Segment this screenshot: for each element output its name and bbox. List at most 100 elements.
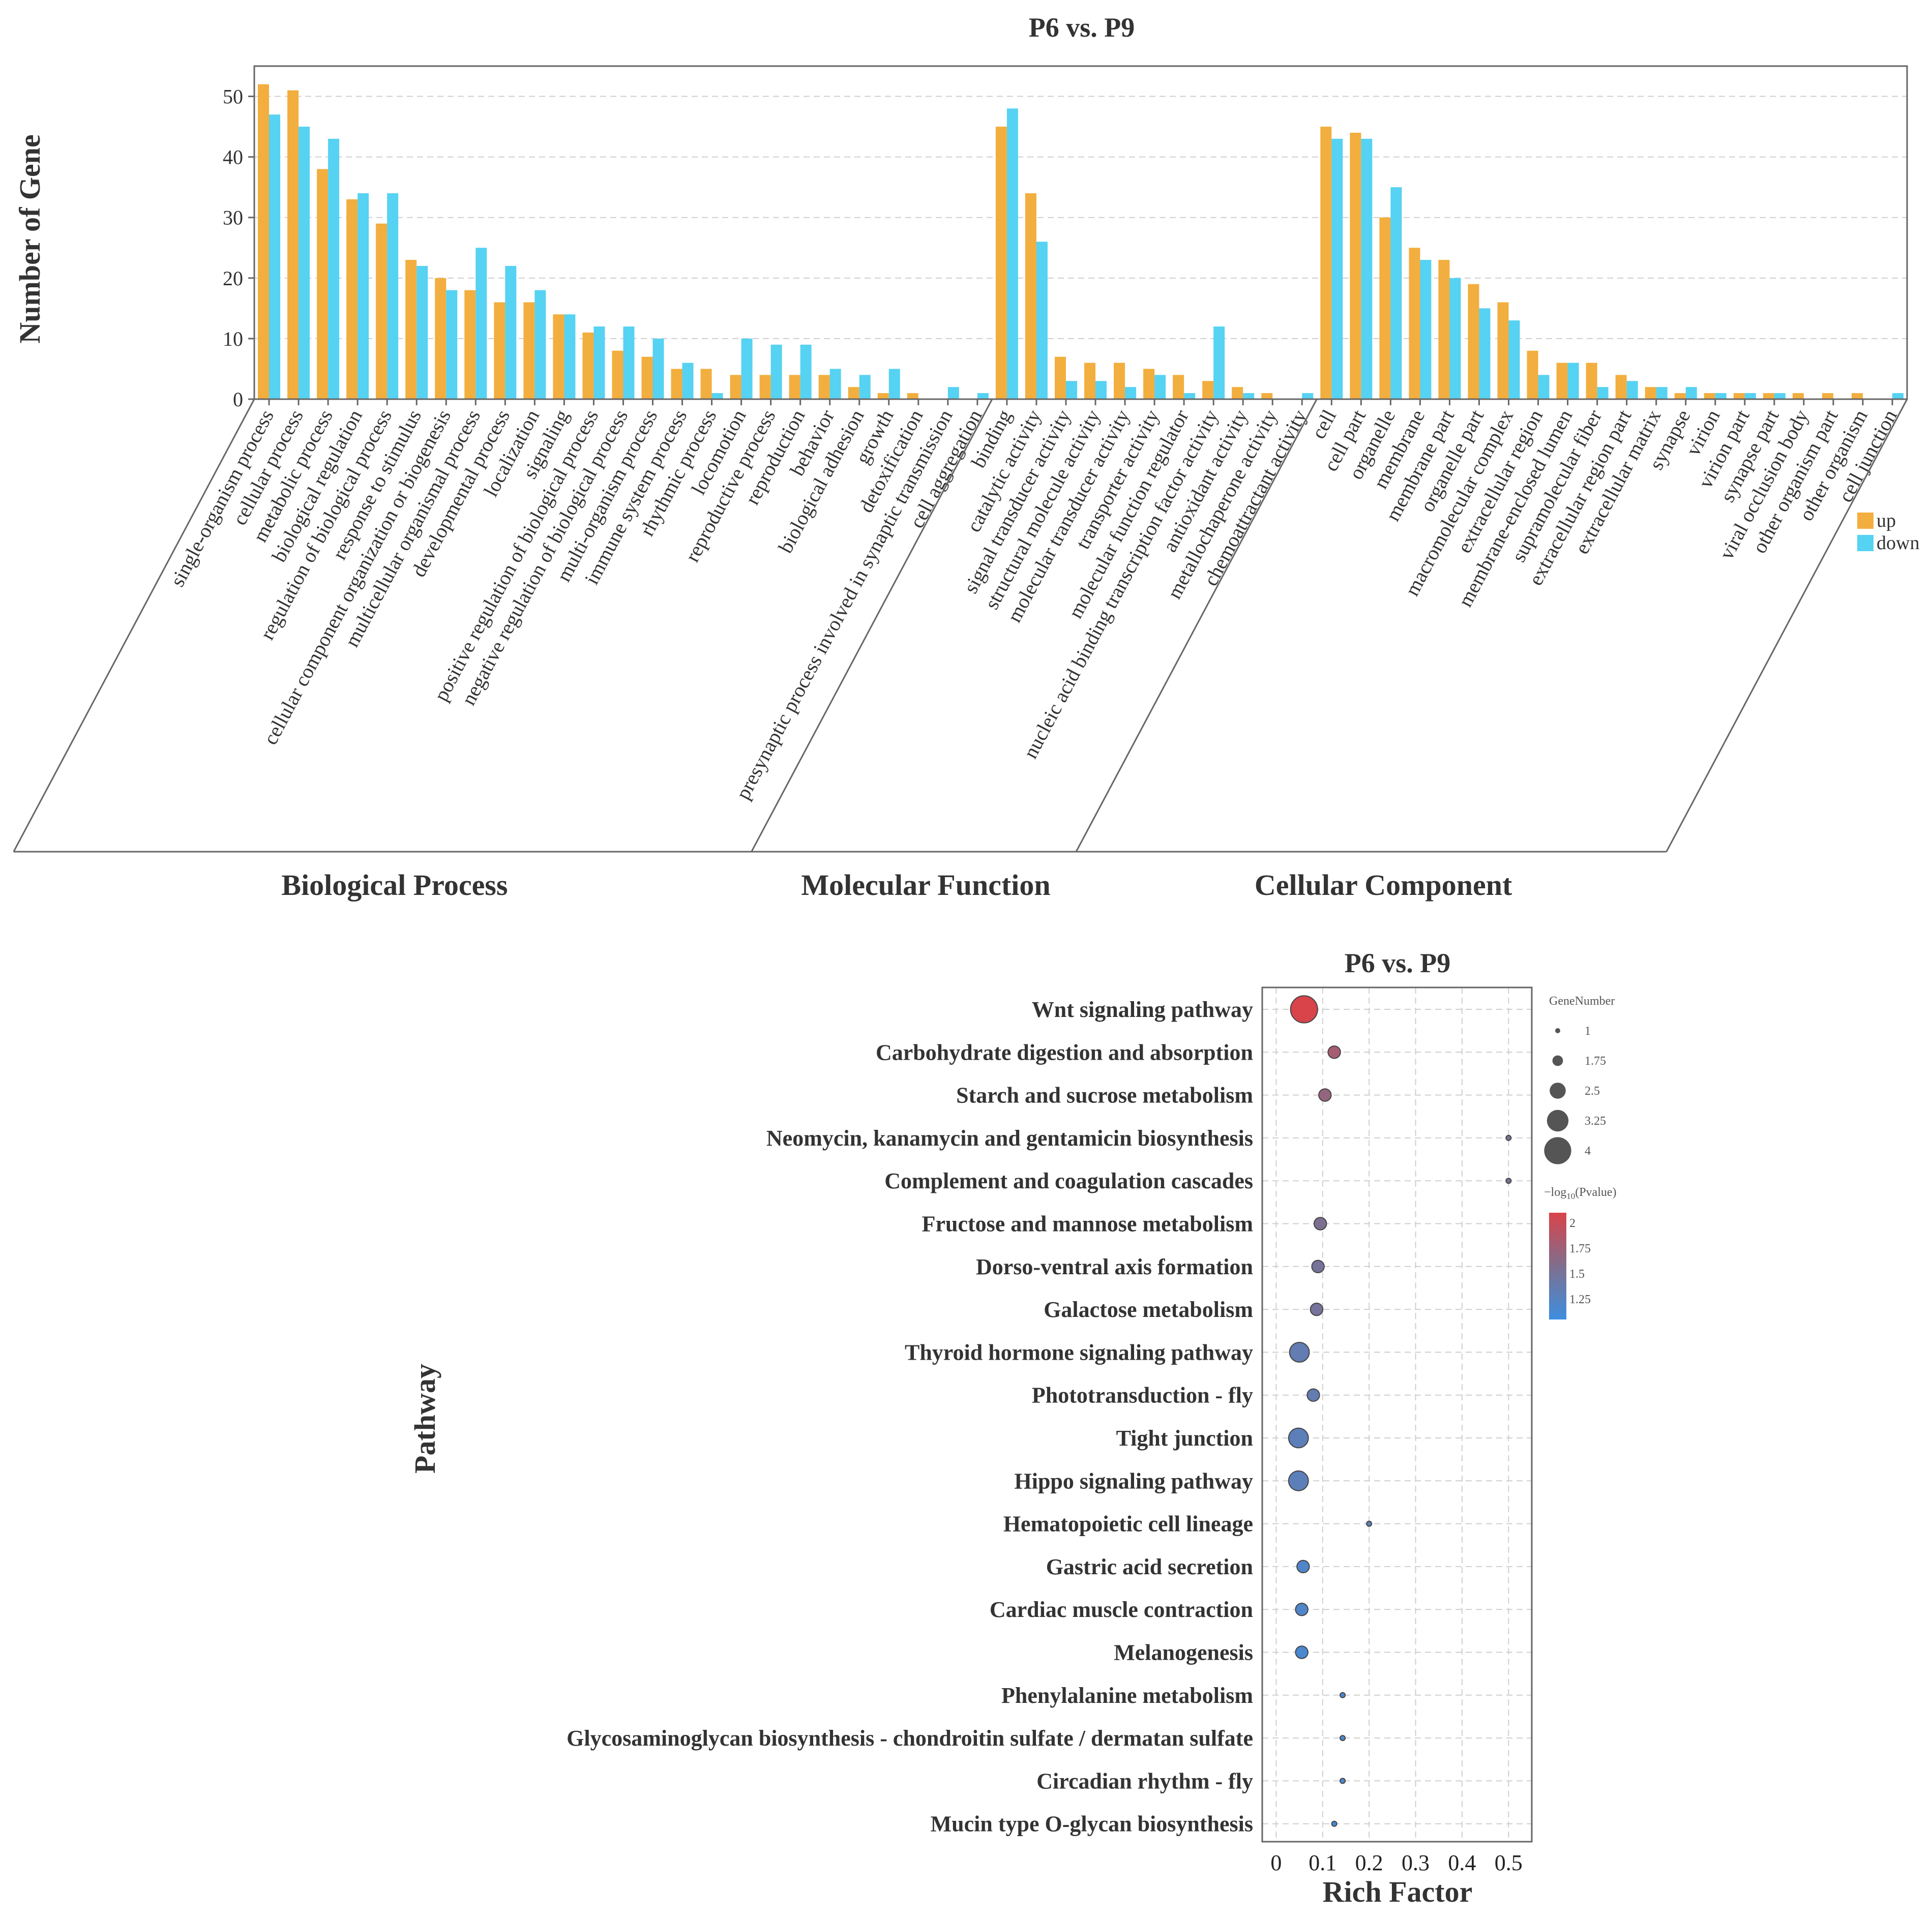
bar-up — [1763, 393, 1774, 399]
legend-down-label: down — [1877, 532, 1919, 554]
bar-down — [1213, 326, 1225, 399]
gene-number-legend: GeneNumber 1 1.75 2.5 3.25 4 — [1544, 995, 1615, 1164]
bar-up — [848, 387, 859, 399]
bar-up — [1320, 127, 1332, 399]
bar-down — [1390, 187, 1402, 399]
pathway-label: Dorso-ventral axis formation — [976, 1254, 1253, 1279]
bar-down — [1626, 381, 1638, 399]
gene-number-legend-label: 3.25 — [1585, 1115, 1606, 1128]
gene-number-legend-dot — [1550, 1083, 1566, 1099]
bar-down — [1006, 108, 1018, 399]
bar-down — [446, 290, 458, 399]
legend-up-label: up — [1877, 510, 1896, 531]
bubble-chart-title: P6 vs. P9 — [1345, 948, 1451, 978]
bar-down — [1361, 138, 1373, 400]
pathway-bubble — [1331, 1820, 1337, 1827]
bar-down — [711, 393, 723, 399]
bar-chart-title: P6 vs. P9 — [1029, 12, 1135, 43]
bar-up — [1173, 375, 1184, 399]
bar-up — [1379, 217, 1391, 399]
pathway-label: Melanogenesis — [1114, 1640, 1253, 1665]
bar-down — [859, 375, 871, 399]
bar-down — [505, 266, 517, 399]
gene-number-legend-dot — [1552, 1055, 1563, 1066]
bar-down — [1567, 363, 1579, 399]
bubble-x-tick-label: 0 — [1270, 1850, 1282, 1875]
bar-up — [1851, 393, 1863, 399]
bar-up — [1054, 356, 1066, 399]
bar-up — [1615, 375, 1627, 399]
bar-up — [1527, 350, 1538, 399]
bar-up — [1084, 363, 1096, 399]
gene-number-legend-dot — [1544, 1137, 1571, 1164]
bar-down — [1065, 381, 1077, 399]
bar-up — [523, 302, 535, 399]
bar-up — [1792, 393, 1804, 399]
pvalue-legend-label: 1.25 — [1569, 1293, 1591, 1306]
bar-down — [741, 338, 753, 399]
bar-up — [1261, 393, 1273, 399]
pathway-label: Phenylalanine metabolism — [1001, 1683, 1253, 1708]
bar-gridlines — [254, 96, 1907, 339]
bar-down — [534, 290, 546, 399]
bar-y-ticks: 0 10 20 30 40 50 — [223, 85, 254, 411]
bar-up — [1468, 284, 1479, 399]
bubble-points — [1288, 995, 1512, 1827]
pathway-label: Gastric acid secretion — [1046, 1554, 1253, 1579]
bubble-x-ticks: 0 0.1 0.2 0.3 0.4 0.5 — [1270, 1850, 1522, 1875]
bar-down — [564, 314, 576, 399]
bar-up — [553, 314, 564, 399]
bar-down — [1479, 308, 1491, 399]
pathway-label: Galactose metabolism — [1044, 1297, 1253, 1322]
bar-down — [1774, 393, 1786, 399]
bar-up — [1586, 363, 1597, 399]
pathway-bubble — [1340, 1778, 1346, 1784]
bar-up — [582, 333, 594, 399]
bar-y-tick-label: 0 — [233, 388, 243, 411]
pvalue-legend-title-prefix: −log — [1544, 1186, 1566, 1199]
bar-group-divider — [1666, 399, 1908, 852]
bar-up — [1438, 260, 1450, 399]
bar-up — [1350, 133, 1361, 399]
gene-number-legend-label: 2.5 — [1585, 1085, 1600, 1098]
bar-down — [358, 193, 369, 399]
bar-up — [641, 356, 653, 399]
bar-up — [1674, 393, 1686, 399]
bar-up — [1025, 193, 1036, 399]
pathway-bubble — [1340, 1735, 1346, 1742]
bar-down — [1184, 393, 1196, 399]
pvalue-legend-label: 1.75 — [1569, 1242, 1591, 1255]
bubble-x-tick-label: 0.5 — [1495, 1850, 1523, 1875]
pathway-bubble — [1505, 1134, 1512, 1141]
pathway-bubble — [1366, 1520, 1373, 1527]
bar-y-tick-label: 20 — [223, 267, 243, 290]
bar-down — [1685, 387, 1697, 399]
go-bar-chart: P6 vs. P9 Number of Gene 0 10 20 30 40 50 sin… — [13, 12, 1919, 902]
bar-down — [1125, 387, 1137, 399]
pathway-label: Phototransduction - fly — [1032, 1383, 1253, 1408]
bar-up — [494, 302, 506, 399]
bubble-x-axis-title: Rich Factor — [1323, 1875, 1473, 1908]
bar-down — [387, 193, 399, 399]
bar-y-tick-label: 50 — [223, 85, 243, 108]
bar-up — [1202, 381, 1214, 399]
bar-up — [759, 375, 771, 399]
bubble-x-tick-label: 0.4 — [1448, 1850, 1476, 1875]
pathway-bubble — [1289, 1342, 1310, 1363]
bar-group-label: Biological Process — [281, 868, 508, 902]
gene-number-legend-label: 1.75 — [1585, 1055, 1606, 1068]
bar-up — [1232, 387, 1243, 399]
bubble-y-axis-title: Pathway — [408, 1364, 441, 1474]
bar-down — [652, 338, 664, 399]
bar-group-divider — [1075, 399, 1318, 852]
gene-number-legend-dot — [1547, 1109, 1569, 1132]
bar-down — [770, 344, 782, 399]
bar-y-axis-title: Number of Gene — [13, 134, 46, 343]
bar-up — [907, 393, 918, 399]
bar-down — [682, 363, 694, 399]
bar-up — [1143, 369, 1155, 399]
pvalue-colorbar — [1549, 1213, 1566, 1319]
pvalue-legend-title-sub: 10 — [1566, 1191, 1575, 1201]
bar-group-label: Molecular Function — [801, 868, 1050, 902]
